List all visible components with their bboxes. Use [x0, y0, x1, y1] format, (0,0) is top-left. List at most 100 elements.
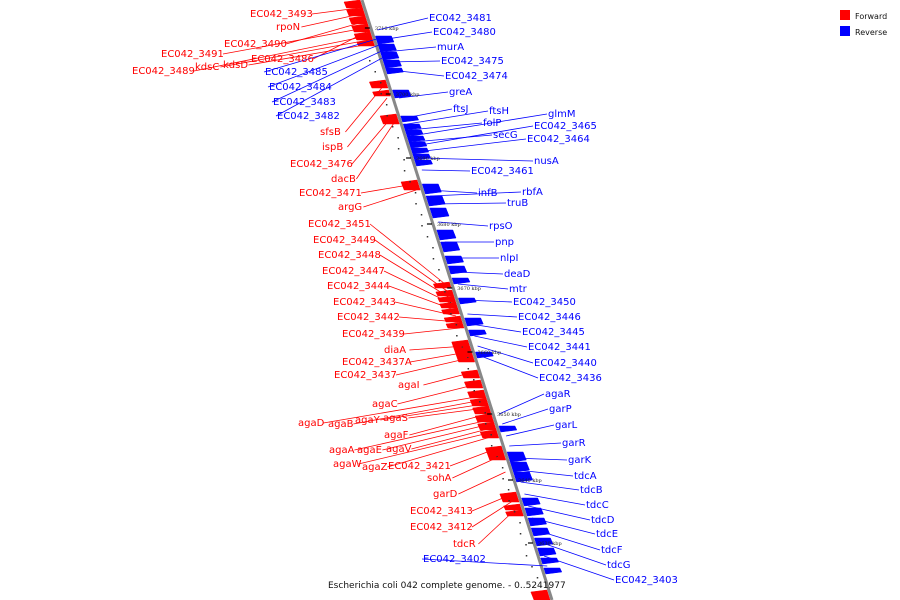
gene-dot [467, 357, 469, 359]
gene-label: agaC [372, 399, 398, 410]
leader-line [528, 505, 591, 521]
gene-dot [391, 126, 394, 128]
leader-line [452, 455, 501, 479]
gene-label: tdcB [580, 485, 603, 496]
gene-label: ftsH [489, 106, 509, 117]
leader-line [323, 395, 482, 424]
leader-line [377, 17, 429, 31]
gene-label: nlpI [500, 253, 518, 264]
gene-block [451, 339, 475, 363]
gene-block [421, 183, 442, 195]
gene-label: EC042_3446 [518, 312, 581, 323]
gene-label: garD [433, 489, 458, 500]
leader-line [387, 60, 441, 63]
tick-label: 3630 kbp [538, 541, 562, 547]
gene-block [505, 509, 524, 517]
gene-label: EC042_3464 [527, 134, 590, 145]
leader-line [531, 517, 596, 535]
gene-dot [379, 82, 382, 84]
gene-label: tdcA [574, 471, 597, 482]
gene-label: EC042_3493 [250, 9, 313, 20]
gene-dot [369, 60, 371, 62]
gene-label: deaD [504, 269, 531, 280]
gene-dot [397, 148, 400, 150]
gene-label: greA [449, 87, 472, 98]
gene-block [406, 135, 426, 143]
gene-dot [473, 390, 476, 392]
gene-label: EC042_3448 [318, 250, 381, 261]
gene-block [443, 315, 463, 323]
leader-line [390, 69, 445, 77]
gene-block [368, 79, 389, 89]
gene-label: tdcR [453, 539, 476, 550]
gene-block [499, 491, 520, 503]
gene-label: garR [562, 438, 586, 449]
leader-line [345, 85, 384, 133]
gene-block [475, 351, 494, 359]
tick-label: 3690 kbp [416, 156, 440, 162]
gene-label: sfsB [320, 127, 341, 138]
gene-block [429, 207, 450, 219]
gene-label: nusA [534, 156, 559, 167]
leader-line [351, 115, 394, 165]
leader-line [462, 299, 513, 303]
gene-block [530, 527, 551, 537]
gene-label: EC042_3442 [337, 312, 400, 323]
leader-line [356, 121, 395, 180]
gene-label: EC042_3412 [410, 522, 473, 533]
gene-block [506, 451, 527, 463]
gene-dot [519, 522, 521, 524]
gene-dot [508, 500, 510, 502]
tick-label: 3640 kbp [518, 478, 542, 484]
gene-label: garP [549, 404, 572, 415]
leader-line [509, 442, 562, 447]
gene-block [484, 445, 507, 461]
leader-line [478, 507, 518, 545]
gene-label: dacB [331, 174, 356, 185]
gene-label: EC042_3443 [333, 297, 396, 308]
gene-label: EC042_3440 [534, 358, 597, 369]
leader-line [301, 13, 361, 28]
gene-label: EC042_3471 [299, 188, 362, 199]
leader-line [384, 46, 437, 53]
leader-line [409, 122, 483, 131]
gene-label: EC042_3481 [429, 13, 492, 24]
leader-line [467, 313, 518, 318]
leader-line [524, 493, 586, 506]
gene-label: EC042_3413 [410, 506, 473, 517]
legend-reverse-label: Reverse [855, 28, 887, 37]
gene-block [458, 297, 477, 305]
gene-blocks [343, 0, 563, 600]
gene-label: secG [493, 130, 518, 141]
gene-label: rpoN [276, 22, 300, 33]
leader-line [414, 125, 534, 147]
gene-label: kdsC [195, 62, 219, 73]
gene-block [377, 43, 397, 53]
gene-dots [369, 60, 539, 579]
legend-forward-swatch [840, 10, 850, 20]
leader-line [421, 558, 548, 567]
gene-label: EC042_3486 [251, 54, 314, 65]
gene-label: agaS [383, 413, 408, 424]
gene-label: pnp [495, 237, 514, 248]
leader-line [520, 481, 580, 491]
gene-label: EC042_3482 [277, 111, 340, 122]
leader-line [430, 191, 522, 197]
gene-label: agaB [328, 419, 354, 430]
gene-block [385, 67, 404, 75]
gene-label: ftsJ [453, 104, 468, 115]
gene-label: EC042_3491 [161, 49, 224, 60]
leader-line [220, 39, 369, 68]
leader-line [416, 138, 527, 153]
gene-label: EC042_3421 [388, 461, 451, 472]
gene-dot [450, 313, 452, 315]
leader-line [360, 183, 415, 194]
leader-line [407, 110, 489, 125]
leader-line [380, 403, 485, 421]
leader-line [267, 43, 383, 88]
gene-block [392, 89, 412, 99]
legend: Forward Reverse [840, 10, 887, 37]
gene-label: glmM [548, 109, 576, 120]
gene-dot [386, 115, 388, 117]
